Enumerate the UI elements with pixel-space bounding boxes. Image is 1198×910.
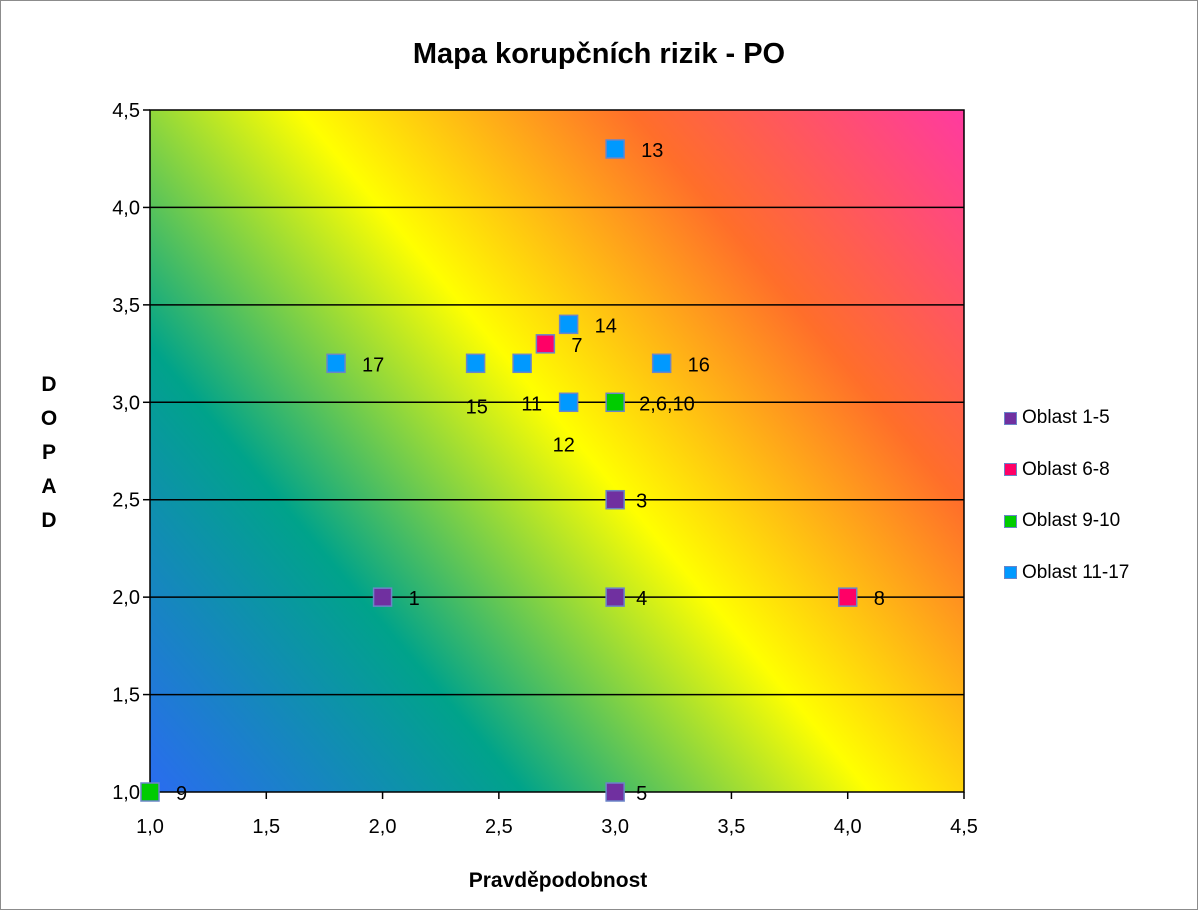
x-tick-label: 4,0 [834, 816, 862, 838]
data-point-label: 5 [636, 783, 647, 805]
x-tick-label: 2,5 [485, 816, 513, 838]
data-point-label: 16 [688, 354, 710, 376]
markers [140, 139, 858, 802]
data-marker [605, 392, 625, 413]
data-marker [605, 139, 625, 159]
y-tick-label: 3,5 [112, 295, 140, 317]
data-point-label: 2,6,10 [639, 393, 695, 415]
data-point-label: 8 [874, 588, 885, 610]
data-point-label: 15 [466, 396, 488, 418]
data-marker [465, 353, 486, 374]
y-axis-title-letter: O [40, 407, 58, 430]
legend-item: Oblast 1-5 [1004, 407, 1194, 428]
x-tick-label: 3,0 [601, 816, 629, 838]
legend: Oblast 1-5 Oblast 6-8 Oblast 9-10 Oblast 11… [1004, 407, 1194, 614]
data-marker [512, 353, 532, 374]
x-tick-label: 2,0 [369, 816, 397, 838]
x-tick-label: 1,5 [252, 816, 280, 838]
legend-label: Oblast 6-8 [1022, 458, 1110, 480]
x-axis-title: Pravděpodobnost [468, 869, 648, 892]
data-point-label: 17 [362, 354, 384, 376]
x-tick-label: 3,5 [718, 816, 746, 838]
data-marker [605, 782, 625, 802]
data-marker [605, 489, 625, 510]
legend-item: Oblast 9-10 [1004, 510, 1194, 531]
y-tick-label: 1,0 [112, 782, 140, 804]
y-tick-label: 4,5 [112, 100, 140, 122]
data-point-label: 3 [636, 491, 647, 513]
y-axis-title-letter: D [41, 509, 57, 532]
legend-item: Oblast 6-8 [1004, 458, 1194, 480]
data-point-label: 11 [521, 393, 542, 415]
data-point-label: 7 [571, 335, 582, 357]
data-point-label: 4 [636, 588, 647, 610]
data-marker [558, 314, 579, 335]
legend-swatch [1004, 411, 1017, 425]
data-marker [372, 587, 393, 607]
axes [143, 109, 965, 799]
legend-swatch [1004, 463, 1017, 476]
data-point-label: 1 [409, 588, 420, 610]
chart-title: Mapa korupčních rizik - PO [412, 38, 786, 70]
legend-label: Oblast 11-17 [1022, 561, 1130, 583]
data-point-label: 12 [553, 434, 575, 456]
tick-labels: 1,0 1,5 2,0 2,5 3,0 3,5 4,0 4,5 1,0 1,5 2,0 2,5 3,0 3… [112, 100, 978, 838]
data-marker [558, 392, 579, 413]
data-marker [535, 334, 556, 354]
x-tick-label: 1,0 [136, 816, 164, 838]
legend-label: Oblast 1-5 [1022, 407, 1110, 428]
data-marker [837, 587, 858, 607]
gridlines [150, 206, 964, 696]
data-marker [605, 587, 625, 607]
data-point-label: 13 [641, 140, 663, 162]
plot-background [149, 109, 965, 793]
data-marker [651, 353, 672, 374]
y-axis-title-letter: D [41, 373, 57, 396]
y-axis-title-letter: A [41, 475, 57, 498]
y-tick-label: 2,0 [112, 587, 140, 609]
y-tick-label: 3,0 [112, 392, 140, 414]
y-tick-label: 4,0 [112, 197, 140, 219]
x-tick-label: 4,5 [950, 816, 978, 838]
data-marker [140, 782, 160, 802]
legend-item: Oblast 11-17 [1004, 561, 1194, 583]
legend-swatch [1004, 514, 1017, 528]
y-axis-title-letter: P [41, 441, 56, 464]
legend-label: Oblast 9-10 [1022, 510, 1121, 531]
data-point-label: 14 [595, 315, 617, 337]
legend-swatch [1004, 566, 1017, 579]
y-tick-label: 2,5 [112, 490, 140, 512]
data-marker [326, 353, 346, 374]
data-point-label: 9 [176, 783, 187, 805]
y-tick-label: 1,5 [112, 685, 140, 707]
